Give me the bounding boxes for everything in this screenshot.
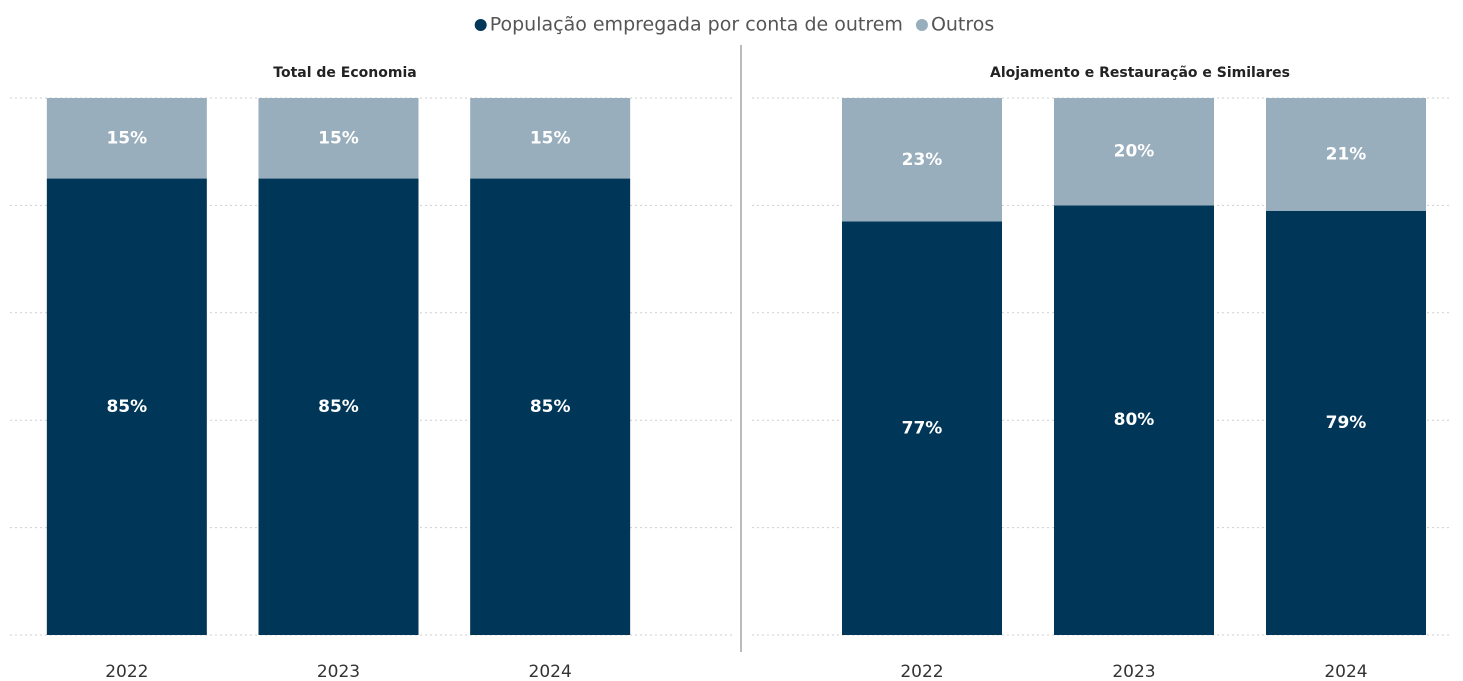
chart-title: Total de Economia xyxy=(273,65,416,81)
data-label: 85% xyxy=(318,397,359,417)
legend-marker xyxy=(474,19,487,31)
legend-marker xyxy=(915,19,928,31)
data-label: 15% xyxy=(530,128,571,148)
x-tick-label: 2024 xyxy=(1324,662,1367,681)
bar-segment xyxy=(1266,210,1426,635)
bar-segment xyxy=(842,221,1002,635)
bar-segment xyxy=(470,178,631,636)
x-tick-label: 2024 xyxy=(529,662,572,681)
bar-segment xyxy=(1054,98,1214,206)
legend-label: Outros xyxy=(931,14,994,36)
data-label: 79% xyxy=(1326,413,1367,433)
x-tick-label: 2023 xyxy=(1112,662,1155,681)
bar-segment xyxy=(1054,205,1214,635)
bar-segment xyxy=(842,98,1002,222)
x-tick-label: 2022 xyxy=(900,662,943,681)
data-label: 15% xyxy=(318,128,359,148)
x-tick-label: 2022 xyxy=(105,662,148,681)
bar-segment xyxy=(46,178,207,636)
data-label: 85% xyxy=(530,397,571,417)
bar-segment xyxy=(258,178,419,636)
data-label: 21% xyxy=(1326,144,1367,164)
data-label: 20% xyxy=(1114,142,1155,162)
bar-segment xyxy=(1266,98,1426,211)
data-label: 15% xyxy=(106,128,147,148)
data-label: 85% xyxy=(106,397,147,417)
x-tick-label: 2023 xyxy=(317,662,360,681)
chart-title: Alojamento e Restauração e Similares xyxy=(990,65,1290,81)
data-label: 23% xyxy=(902,150,943,170)
data-label: 80% xyxy=(1114,410,1155,430)
bar-segment xyxy=(258,98,419,179)
data-label: 77% xyxy=(902,418,943,438)
bar-segment xyxy=(470,98,631,179)
bar-segment xyxy=(46,98,207,179)
legend-label: População empregada por conta de outrem xyxy=(490,14,903,36)
